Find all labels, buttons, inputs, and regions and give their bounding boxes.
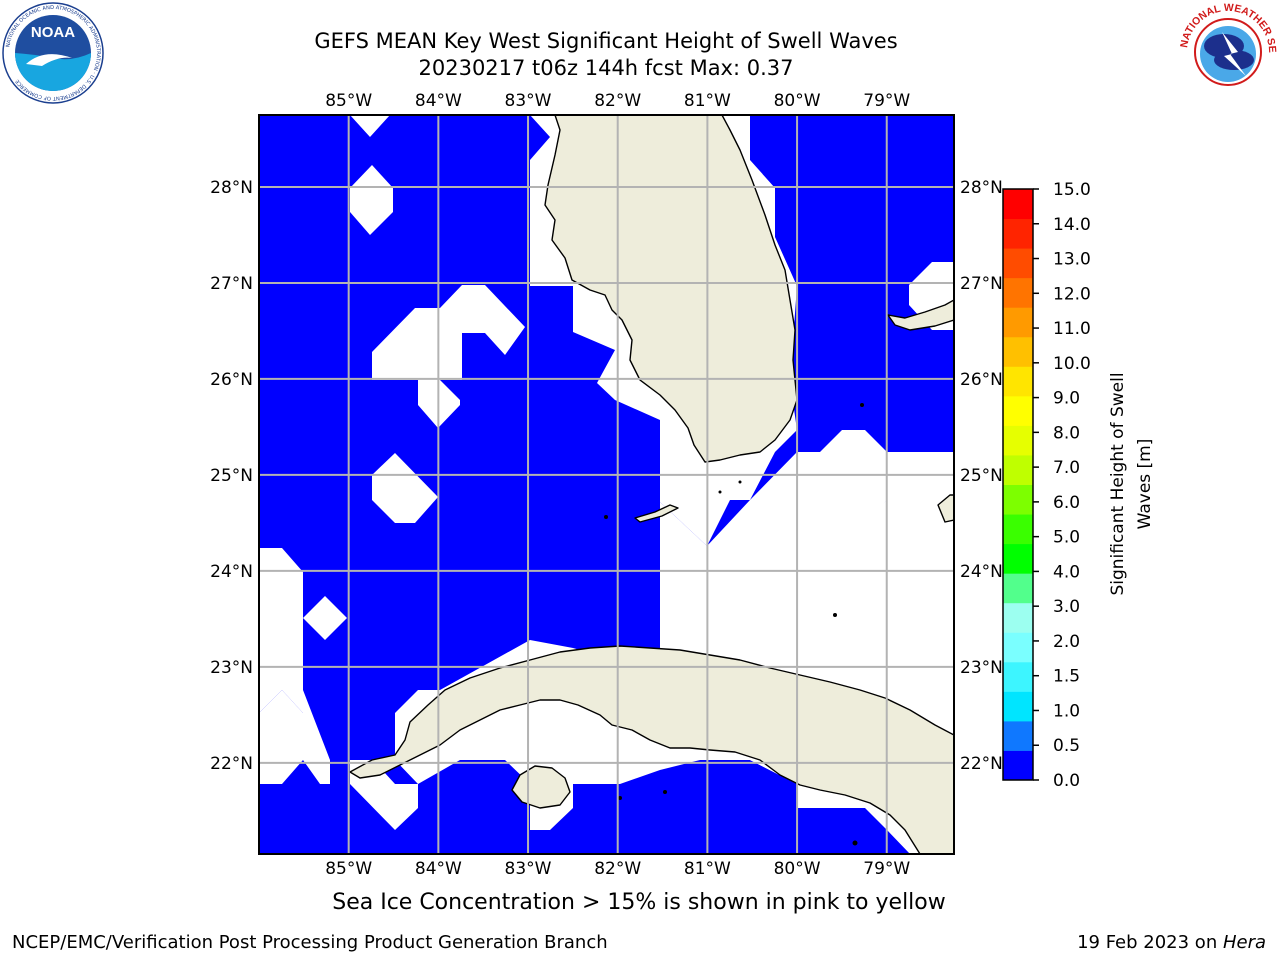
lat-labels-right: 28°N 27°N 26°N 25°N 24°N 23°N 22°N — [960, 178, 1003, 774]
lon-label-top: 82°W — [594, 91, 641, 111]
colorbar-segment — [1003, 454, 1033, 485]
lat-labels-left: 28°N 27°N 26°N 25°N 24°N 23°N 22°N — [210, 178, 253, 774]
graticule — [259, 115, 954, 854]
colorbar-tick-label: 13.0 — [1053, 250, 1091, 270]
lat-label-left: 23°N — [210, 658, 253, 678]
lat-label-left: 25°N — [210, 466, 253, 486]
lat-label-left: 22°N — [210, 754, 253, 774]
colorbar-tick-label: 0.0 — [1053, 771, 1080, 791]
lon-label-top: 85°W — [325, 91, 372, 111]
colorbar — [1002, 188, 1034, 781]
map-subtitle: 20230217 t06z 144h fcst Max: 0.37 — [418, 56, 794, 80]
colorbar-tick-label: 1.5 — [1053, 667, 1080, 687]
lon-label-bottom: 81°W — [684, 859, 731, 879]
lon-labels-top: 85°W 84°W 83°W 82°W 81°W 80°W 79°W — [325, 91, 910, 111]
colorbar-tick-label: 7.0 — [1053, 458, 1080, 478]
lon-label-top: 80°W — [774, 91, 821, 111]
colorbar-label-line2: Waves [m] — [1135, 439, 1155, 530]
lat-label-right: 26°N — [960, 370, 1003, 390]
lat-label-right: 27°N — [960, 274, 1003, 294]
colorbar-tick-label: 6.0 — [1053, 493, 1080, 513]
colorbar-segment — [1003, 366, 1033, 397]
swell-field-gaps — [259, 165, 954, 830]
lon-label-bottom: 83°W — [505, 859, 552, 879]
lon-label-bottom: 84°W — [415, 859, 462, 879]
lat-label-right: 23°N — [960, 658, 1003, 678]
colorbar-segment — [1003, 277, 1033, 308]
lon-label-bottom: 79°W — [863, 859, 910, 879]
lat-label-right: 22°N — [960, 754, 1003, 774]
colorbar-tick-label: 1.0 — [1053, 701, 1080, 721]
colorbar-segment — [1003, 189, 1033, 220]
lat-label-right: 25°N — [960, 466, 1003, 486]
lon-label-top: 81°W — [684, 91, 731, 111]
colorbar-tick-label: 12.0 — [1053, 284, 1091, 304]
colorbar-segment — [1003, 484, 1033, 515]
footer-credit: NCEP/EMC/Verification Post Processing Pr… — [12, 932, 608, 953]
map-frame — [258, 114, 955, 855]
colorbar-tick-label: 15.0 — [1053, 180, 1091, 200]
lon-labels-bottom: 85°W 84°W 83°W 82°W 81°W 80°W 79°W — [325, 859, 910, 879]
colorbar-segment — [1003, 248, 1033, 279]
colorbar-segment — [1003, 661, 1033, 692]
swell-field-main — [259, 115, 954, 854]
colorbar-segment — [1003, 543, 1033, 574]
colorbar-segment — [1003, 750, 1033, 781]
colorbar-tick-label: 2.0 — [1053, 632, 1080, 652]
colorbar-segment — [1003, 514, 1033, 545]
colorbar-tick-label: 5.0 — [1053, 528, 1080, 548]
colorbar-tick-label: 11.0 — [1053, 319, 1091, 339]
lat-label-left: 27°N — [210, 274, 253, 294]
colorbar-segment — [1003, 632, 1033, 663]
colorbar-tick-label: 3.0 — [1053, 597, 1080, 617]
colorbar-segment — [1003, 691, 1033, 722]
lon-label-bottom: 80°W — [774, 859, 821, 879]
footer-date: 19 Feb 2023 on Hera — [1077, 932, 1266, 953]
colorbar-tick-label: 8.0 — [1053, 423, 1080, 443]
florida-peninsula — [529, 115, 798, 463]
colorbar-segment — [1003, 425, 1033, 456]
footer-date-text: 19 Feb 2023 on — [1077, 932, 1223, 953]
lat-label-left: 26°N — [210, 370, 253, 390]
colorbar-label-line1: Significant Height of Swell — [1108, 372, 1128, 595]
colorbar-segment — [1003, 573, 1033, 604]
noaa-logo-text: NOAA — [31, 24, 75, 41]
lon-label-top: 79°W — [863, 91, 910, 111]
isla-de-la-juventud — [511, 765, 571, 809]
map-title: GEFS MEAN Key West Significant Height of… — [314, 29, 898, 53]
colorbar-tick-label: 0.5 — [1053, 736, 1080, 756]
lon-label-top: 84°W — [415, 91, 462, 111]
nws-logo: NATIONAL WEATHER SERVICE — [1178, 2, 1278, 100]
colorbar-segment — [1003, 307, 1033, 338]
florida-keys — [634, 504, 679, 523]
lat-label-right: 24°N — [960, 562, 1003, 582]
cuba-island — [349, 645, 954, 854]
lat-label-right: 28°N — [960, 178, 1003, 198]
colorbar-segment — [1003, 602, 1033, 633]
colorbar-tick-label: 9.0 — [1053, 389, 1080, 409]
lon-label-top: 83°W — [505, 91, 552, 111]
colorbar-tick-label: 10.0 — [1053, 354, 1091, 374]
lat-label-left: 28°N — [210, 178, 253, 198]
colorbar-segment — [1003, 218, 1033, 249]
lat-label-left: 24°N — [210, 562, 253, 582]
sea-ice-caption: Sea Ice Concentration > 15% is shown in … — [332, 890, 946, 915]
colorbar-segment — [1003, 336, 1033, 367]
colorbar-segment — [1003, 720, 1033, 751]
small-islands — [604, 403, 864, 846]
noaa-logo: NOAA NATIONAL OCEANIC AND ATMOSPHERIC AD… — [2, 2, 104, 104]
footer-host: Hera — [1222, 932, 1266, 953]
bahamas-andros — [937, 494, 954, 523]
colorbar-ticks: 0.0 0.5 1.0 1.5 2.0 3.0 4.0 5.0 6.0 7.0 8.0 9.0 10.0… — [1033, 180, 1091, 791]
colorbar-tick-label: 4.0 — [1053, 562, 1080, 582]
bahamas-grand-bahama — [887, 299, 954, 331]
lon-label-bottom: 85°W — [325, 859, 372, 879]
colorbar-segment — [1003, 395, 1033, 426]
colorbar-frame — [1002, 188, 1034, 781]
colorbar-tick-label: 14.0 — [1053, 215, 1091, 235]
lon-label-bottom: 82°W — [594, 859, 641, 879]
